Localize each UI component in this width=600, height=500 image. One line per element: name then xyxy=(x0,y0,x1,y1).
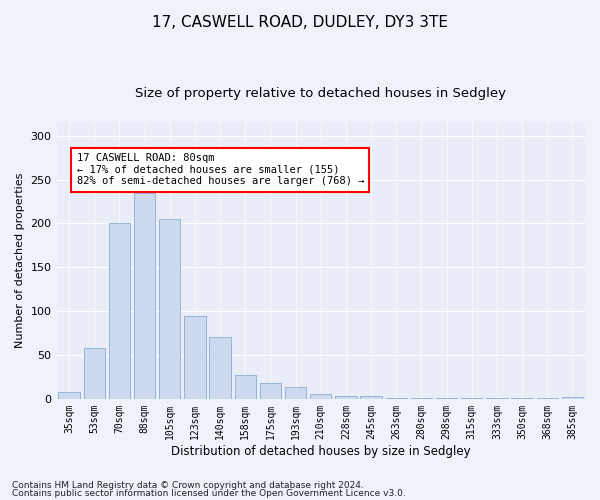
Bar xyxy=(562,397,583,399)
Bar xyxy=(209,338,231,399)
Bar xyxy=(486,398,508,399)
Bar xyxy=(411,398,432,399)
Bar xyxy=(436,398,457,399)
Bar xyxy=(235,375,256,399)
Bar xyxy=(134,192,155,399)
Bar xyxy=(461,398,482,399)
Bar xyxy=(58,392,80,399)
Bar xyxy=(159,219,181,399)
Bar xyxy=(310,394,331,399)
Text: 17, CASWELL ROAD, DUDLEY, DY3 3TE: 17, CASWELL ROAD, DUDLEY, DY3 3TE xyxy=(152,15,448,30)
Bar xyxy=(184,316,206,399)
Text: Contains HM Land Registry data © Crown copyright and database right 2024.: Contains HM Land Registry data © Crown c… xyxy=(12,481,364,490)
Text: 17 CASWELL ROAD: 80sqm
← 17% of detached houses are smaller (155)
82% of semi-de: 17 CASWELL ROAD: 80sqm ← 17% of detached… xyxy=(77,153,364,186)
Bar xyxy=(335,396,356,399)
Text: Contains public sector information licensed under the Open Government Licence v3: Contains public sector information licen… xyxy=(12,488,406,498)
Title: Size of property relative to detached houses in Sedgley: Size of property relative to detached ho… xyxy=(135,88,506,101)
Bar xyxy=(83,348,105,399)
Bar xyxy=(536,398,558,399)
X-axis label: Distribution of detached houses by size in Sedgley: Distribution of detached houses by size … xyxy=(171,444,470,458)
Y-axis label: Number of detached properties: Number of detached properties xyxy=(15,173,25,348)
Bar xyxy=(285,386,307,399)
Bar xyxy=(109,224,130,399)
Bar xyxy=(361,396,382,399)
Bar xyxy=(260,383,281,399)
Bar xyxy=(511,398,533,399)
Bar xyxy=(386,398,407,399)
